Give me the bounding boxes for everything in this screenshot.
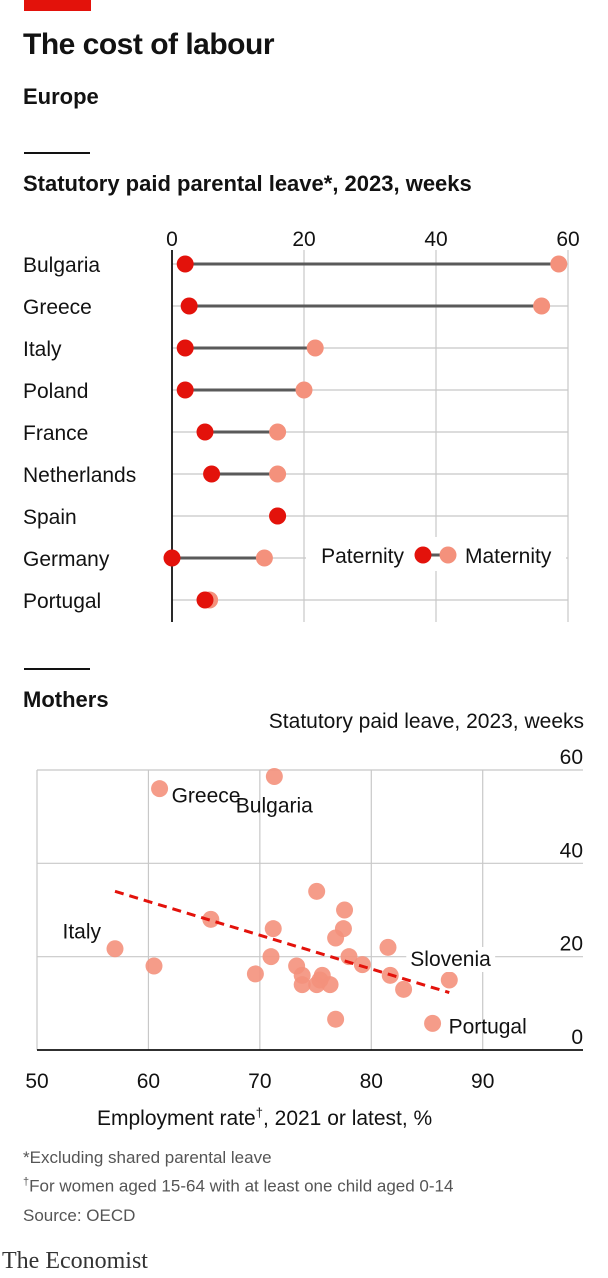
point-13 <box>308 882 326 900</box>
point-24 <box>379 938 397 956</box>
legend-point-paternity <box>414 546 432 564</box>
paternity-point-france <box>196 423 214 441</box>
economist-logo: The Economist <box>2 1248 148 1274</box>
point-9 <box>264 920 282 938</box>
source-note: Source: OECD <box>23 1206 136 1225</box>
point-12 <box>293 966 311 984</box>
page-title: The cost of labour <box>23 28 275 61</box>
maternity-point-bulgaria <box>550 255 568 273</box>
category-label-spain: Spain <box>23 506 77 529</box>
point-20 <box>334 920 352 938</box>
point-portugal <box>424 1014 442 1032</box>
legend-label-maternity: Maternity <box>465 545 552 568</box>
x-tick-label-60: 60 <box>137 1070 160 1093</box>
maternity-point-netherlands <box>269 465 287 483</box>
label-slovenia: Slovenia <box>410 948 491 971</box>
footnote-shared-leave: *Excluding shared parental leave <box>23 1148 272 1167</box>
chart1-legend: Paternity Maternity <box>306 537 566 571</box>
maternity-point-france <box>269 423 287 441</box>
point-23 <box>353 956 371 974</box>
parental-leave-dumbbell-chart: 0 20 40 60 Bulgaria Greece Italy Poland France Ne… <box>23 228 580 622</box>
point-7 <box>246 965 264 983</box>
category-label-bulgaria: Bulgaria <box>23 254 100 277</box>
y-tick-label-0: 0 <box>571 1026 583 1049</box>
x-tick-label-50: 50 <box>25 1070 48 1093</box>
label-portugal: Portugal <box>449 1015 527 1038</box>
x-tick-label-70: 70 <box>248 1070 271 1093</box>
y-tick-label-40: 40 <box>560 839 583 862</box>
x-tick-label-80: 80 <box>360 1070 383 1093</box>
trend-line <box>114 889 450 995</box>
category-label-greece: Greece <box>23 296 92 319</box>
point-17 <box>321 976 339 994</box>
x-tick-label-90: 90 <box>471 1070 494 1093</box>
paternity-point-italy <box>176 339 194 357</box>
y-tick-label-20: 20 <box>560 933 583 956</box>
point-bulgaria <box>265 768 283 786</box>
maternity-point-germany <box>255 549 273 567</box>
category-label-poland: Poland <box>23 380 88 403</box>
x-tick-label-0: 0 <box>166 228 178 251</box>
section-rule-leave <box>24 152 90 154</box>
chart2-y-axis-title: Statutory paid leave, 2023, weeks <box>268 710 584 733</box>
point-6 <box>202 910 220 928</box>
category-label-italy: Italy <box>23 338 62 361</box>
point-8 <box>262 948 280 966</box>
paternity-point-poland <box>176 381 194 399</box>
chart2-title: Mothers <box>23 687 109 712</box>
point-21 <box>336 901 354 919</box>
footnote-employment: †For women aged 15-64 with at least one … <box>23 1176 454 1196</box>
label-italy: Italy <box>62 921 101 944</box>
paternity-point-spain <box>269 507 287 525</box>
legend-label-paternity: Paternity <box>321 545 404 568</box>
label-bulgaria: Bulgaria <box>236 795 313 818</box>
chart2-x-axis-title: Employment rate†, 2021 or latest, % <box>97 1105 433 1130</box>
legend-point-maternity <box>439 546 457 564</box>
category-label-france: France <box>23 422 88 445</box>
y-tick-label-60: 60 <box>560 746 583 769</box>
point-5 <box>145 957 163 975</box>
point-26 <box>395 980 413 998</box>
maternity-point-poland <box>295 381 313 399</box>
category-label-portugal: Portugal <box>23 590 101 613</box>
point-italy <box>106 940 124 958</box>
point-greece <box>151 780 169 798</box>
paternity-point-greece <box>180 297 198 315</box>
paternity-point-bulgaria <box>176 255 194 273</box>
paternity-point-portugal <box>196 591 214 609</box>
label-background-slovenia <box>406 947 496 972</box>
paternity-point-netherlands <box>203 465 221 483</box>
x-tick-label-60: 60 <box>556 228 579 251</box>
page-subtitle: Europe <box>23 84 99 109</box>
section-rule-mothers <box>24 668 90 670</box>
brand-red-tab <box>24 0 91 11</box>
chart1-title: Statutory paid parental leave*, 2023, we… <box>23 171 472 196</box>
maternity-point-greece <box>533 297 551 315</box>
label-greece: Greece <box>172 785 241 808</box>
category-label-germany: Germany <box>23 548 110 571</box>
point-18 <box>327 1010 345 1028</box>
maternity-point-italy <box>306 339 324 357</box>
x-tick-label-20: 20 <box>292 228 315 251</box>
paternity-point-germany <box>163 549 181 567</box>
category-label-netherlands: Netherlands <box>23 464 136 487</box>
point-slovenia <box>440 971 458 989</box>
x-tick-label-40: 40 <box>424 228 447 251</box>
